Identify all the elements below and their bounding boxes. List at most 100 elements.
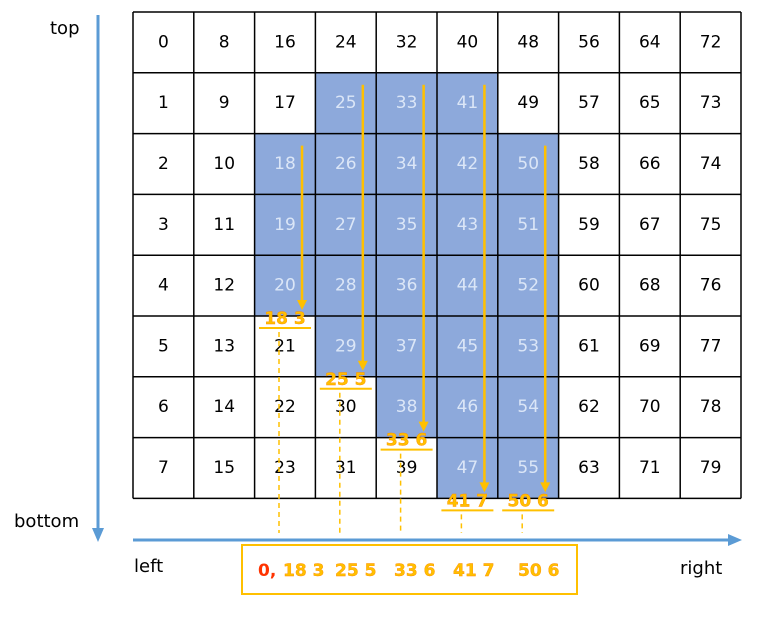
grid-cell bbox=[254, 437, 316, 499]
grid-cell bbox=[193, 72, 255, 134]
cell-number: 45 bbox=[457, 336, 479, 356]
cell-number: 21 bbox=[274, 336, 296, 356]
cell-number: 69 bbox=[639, 336, 661, 356]
run-labels: 18 3 25 5 33 6 41 7 50 6 bbox=[259, 309, 555, 512]
cell-number: 67 bbox=[639, 215, 661, 235]
grid-cell bbox=[680, 437, 741, 499]
grid-cell bbox=[680, 133, 741, 195]
cell-number: 58 bbox=[578, 154, 600, 174]
grid-cell bbox=[193, 255, 255, 316]
cell-number: 5 bbox=[158, 336, 169, 356]
cell-number: 6 bbox=[158, 397, 169, 417]
cell-number: 24 bbox=[335, 32, 357, 52]
cell-number: 40 bbox=[457, 32, 479, 52]
cell-number: 31 bbox=[335, 458, 357, 478]
top-axis-label: top bbox=[50, 18, 80, 39]
grid-cell bbox=[558, 316, 620, 377]
grid-cell bbox=[558, 133, 620, 195]
grid-cell bbox=[133, 376, 194, 438]
cell-number: 43 bbox=[457, 215, 479, 235]
cell-number: 56 bbox=[578, 32, 600, 52]
cell-number: 74 bbox=[700, 154, 722, 174]
result-items: 0, 18 3 25 5 33 6 41 7 50 6 bbox=[258, 561, 560, 581]
cell-number: 17 bbox=[274, 93, 296, 113]
cell-number: 62 bbox=[578, 397, 600, 417]
grid-cell bbox=[680, 72, 741, 134]
dashed-leaders bbox=[278, 332, 523, 533]
cell-number: 13 bbox=[213, 336, 235, 356]
cell-number: 36 bbox=[396, 276, 418, 296]
cell-number: 26 bbox=[335, 154, 357, 174]
grid-cell bbox=[619, 194, 681, 256]
run-arrow-head bbox=[357, 360, 368, 371]
cell-number: 55 bbox=[517, 458, 539, 478]
cell-number: 76 bbox=[700, 276, 722, 296]
cell-number: 16 bbox=[274, 32, 296, 52]
run-arrow-head bbox=[540, 482, 551, 493]
cell-number: 10 bbox=[213, 154, 235, 174]
cell-number: 52 bbox=[517, 276, 539, 296]
cell-number: 25 bbox=[335, 93, 357, 113]
cell-number: 47 bbox=[457, 458, 479, 478]
grid-cell bbox=[680, 316, 741, 377]
grid-cell bbox=[254, 254, 316, 317]
grid-cell bbox=[558, 194, 620, 256]
cell-number: 41 bbox=[457, 93, 479, 113]
cell-number: 19 bbox=[274, 215, 296, 235]
grid-cell bbox=[375, 72, 438, 135]
vertical-axis-arrowhead bbox=[92, 528, 104, 542]
cell-number: 30 bbox=[335, 397, 357, 417]
cell-number: 57 bbox=[578, 93, 600, 113]
cell-number: 7 bbox=[158, 458, 169, 478]
grid-cell bbox=[436, 193, 499, 256]
cell-number: 27 bbox=[335, 215, 357, 235]
result-item: 41 7 bbox=[453, 561, 494, 581]
grid-cell bbox=[558, 255, 620, 316]
cell-number: 29 bbox=[335, 336, 357, 356]
cell-number: 73 bbox=[700, 93, 722, 113]
run-label: 41 7 bbox=[447, 491, 488, 511]
grid-cell bbox=[558, 437, 620, 499]
grid-cell bbox=[254, 12, 316, 73]
cell-number: 3 bbox=[158, 215, 169, 235]
grid-cell bbox=[436, 133, 499, 195]
cell-number: 65 bbox=[639, 93, 661, 113]
run-label: 25 5 bbox=[325, 370, 366, 390]
cell-number: 15 bbox=[213, 458, 235, 478]
cell-number: 50 bbox=[517, 154, 539, 174]
grid-cell bbox=[133, 72, 194, 134]
cell-number: 75 bbox=[700, 215, 722, 235]
grid-cell bbox=[375, 376, 438, 439]
run-label: 50 6 bbox=[507, 491, 548, 511]
cell-number: 4 bbox=[158, 276, 169, 296]
grid-cell bbox=[680, 12, 741, 73]
run-arrow-head bbox=[297, 300, 308, 310]
cell-number: 11 bbox=[213, 215, 235, 235]
cell-number: 2 bbox=[158, 154, 169, 174]
cell-number: 63 bbox=[578, 458, 600, 478]
grid-cell bbox=[133, 133, 194, 195]
cell-number: 38 bbox=[396, 397, 418, 417]
grid-cell bbox=[193, 376, 255, 438]
grid-cell bbox=[254, 133, 316, 195]
grid-cell bbox=[315, 376, 377, 438]
cell-number: 22 bbox=[274, 397, 296, 417]
grid-cell bbox=[254, 193, 316, 256]
grid-cell bbox=[133, 12, 194, 73]
run-arrow-head bbox=[479, 482, 490, 493]
number-grid: 0123456789101112131415161718192021222324… bbox=[132, 11, 742, 500]
grid-cell bbox=[254, 316, 316, 377]
cell-number: 23 bbox=[274, 458, 296, 478]
cell-number: 59 bbox=[578, 215, 600, 235]
grid-cell bbox=[376, 12, 437, 73]
grid-cell bbox=[314, 254, 377, 317]
grid-cell bbox=[680, 255, 741, 316]
cell-number: 18 bbox=[274, 154, 296, 174]
cell-number: 35 bbox=[396, 215, 418, 235]
cell-number: 20 bbox=[274, 276, 296, 296]
cell-number: 33 bbox=[396, 93, 418, 113]
cell-number: 78 bbox=[700, 397, 722, 417]
grid-cell bbox=[315, 437, 377, 499]
grid-cell bbox=[619, 255, 681, 316]
